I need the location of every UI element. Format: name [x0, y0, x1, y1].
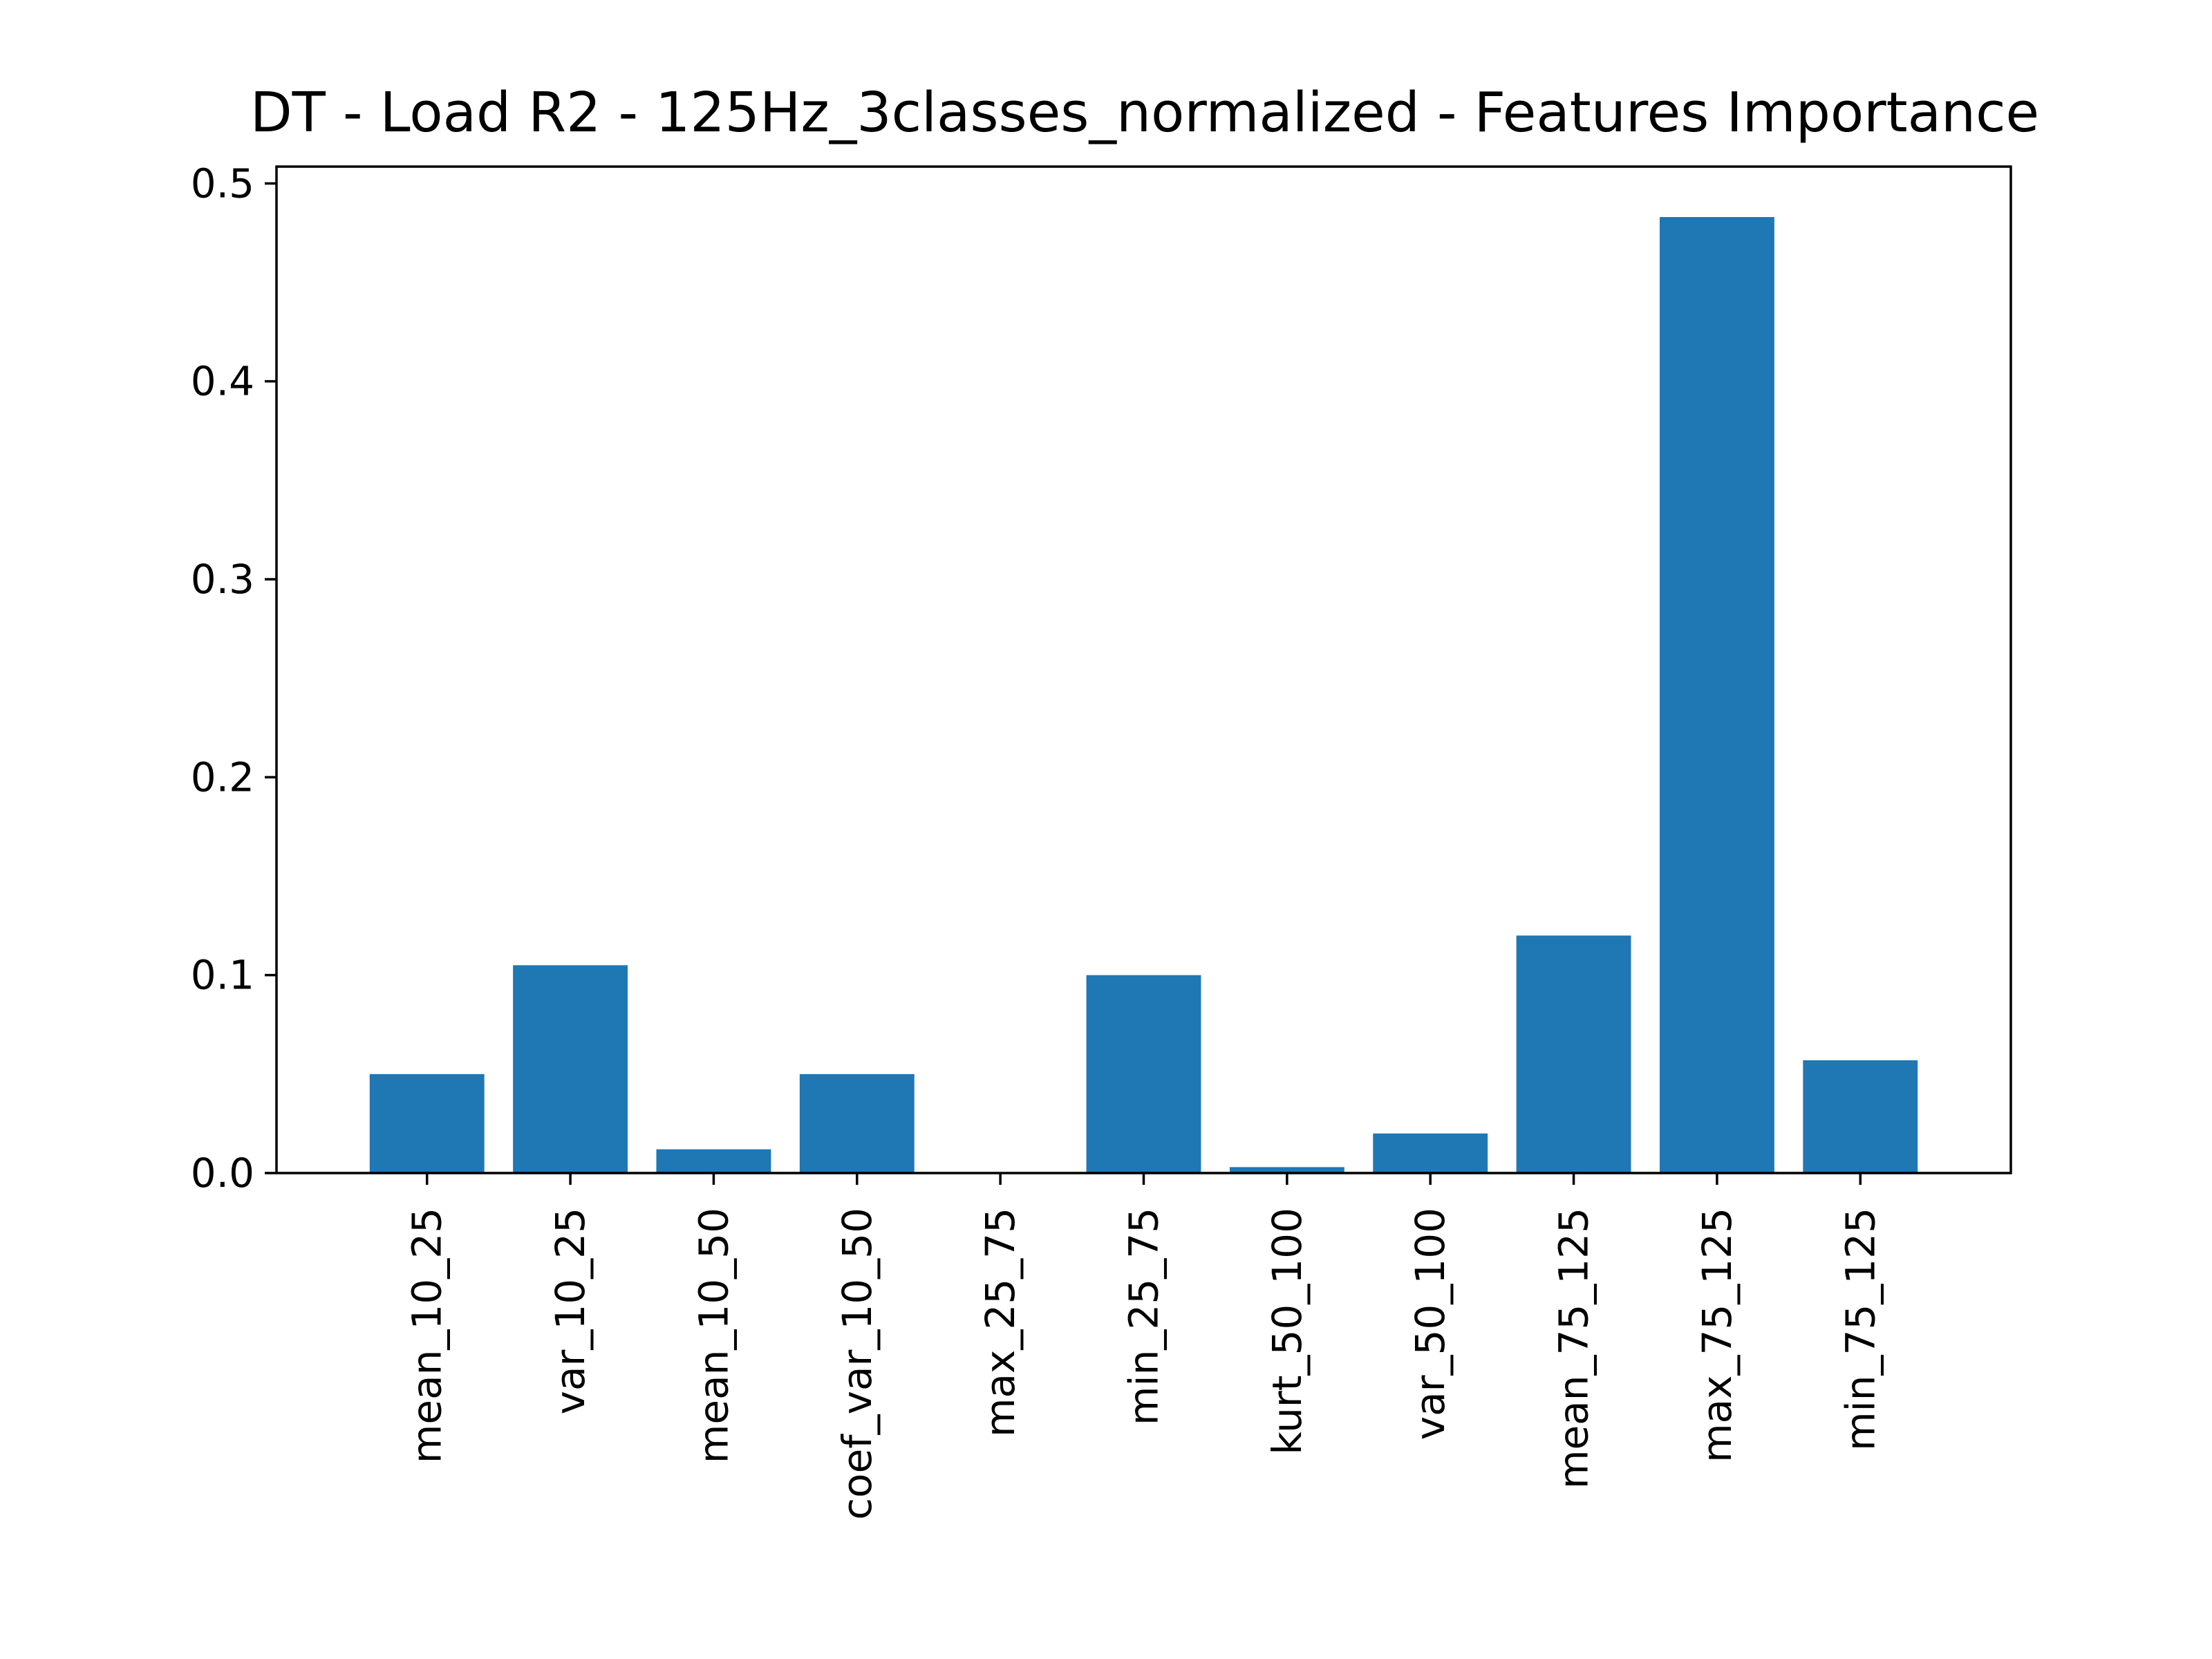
- x-tick-label: var_50_100: [1407, 1208, 1454, 1440]
- bar-max_75_125: [1659, 217, 1774, 1173]
- bar-var_50_100: [1373, 1133, 1488, 1173]
- x-tick-label: mean_10_25: [404, 1208, 451, 1463]
- x-tick-label: coef_var_10_50: [834, 1208, 881, 1520]
- bars-layer: [369, 217, 1918, 1173]
- x-tick-label: kurt_50_100: [1264, 1208, 1311, 1455]
- bar-var_10_25: [513, 965, 628, 1173]
- chart-title: DT - Load R2 - 125Hz_3classes_normalized…: [250, 81, 2039, 144]
- x-tick-label: var_10_25: [547, 1208, 594, 1414]
- y-tick-label: 0.3: [191, 556, 254, 603]
- y-tick-label: 0.2: [191, 753, 254, 800]
- bar-min_25_75: [1086, 975, 1201, 1173]
- y-tick-label: 0.0: [191, 1150, 254, 1197]
- y-tick-label: 0.5: [191, 160, 254, 207]
- x-tick-label: mean_75_125: [1550, 1208, 1597, 1489]
- bar-mean_10_50: [656, 1149, 771, 1173]
- x-tick-label: mean_10_50: [690, 1208, 737, 1463]
- bar-coef_var_10_50: [799, 1074, 915, 1173]
- x-tick-label: min_75_125: [1837, 1208, 1884, 1451]
- x-tick-label: max_25_75: [977, 1208, 1024, 1437]
- axes-layer: 0.0 0.1 0.2 0.3 0.4 0.5 mean_10_25 var_10_25 mea…: [191, 160, 2012, 1520]
- bar-mean_10_25: [369, 1074, 485, 1173]
- x-tick-label: min_25_75: [1121, 1208, 1168, 1425]
- bar-kurt_50_100: [1229, 1167, 1344, 1173]
- y-tick-label: 0.1: [191, 952, 254, 999]
- bar-min_75_125: [1803, 1060, 1918, 1173]
- x-tick-label: max_75_125: [1694, 1208, 1741, 1463]
- bar-mean_75_125: [1516, 935, 1631, 1173]
- y-tick-label: 0.4: [191, 358, 254, 405]
